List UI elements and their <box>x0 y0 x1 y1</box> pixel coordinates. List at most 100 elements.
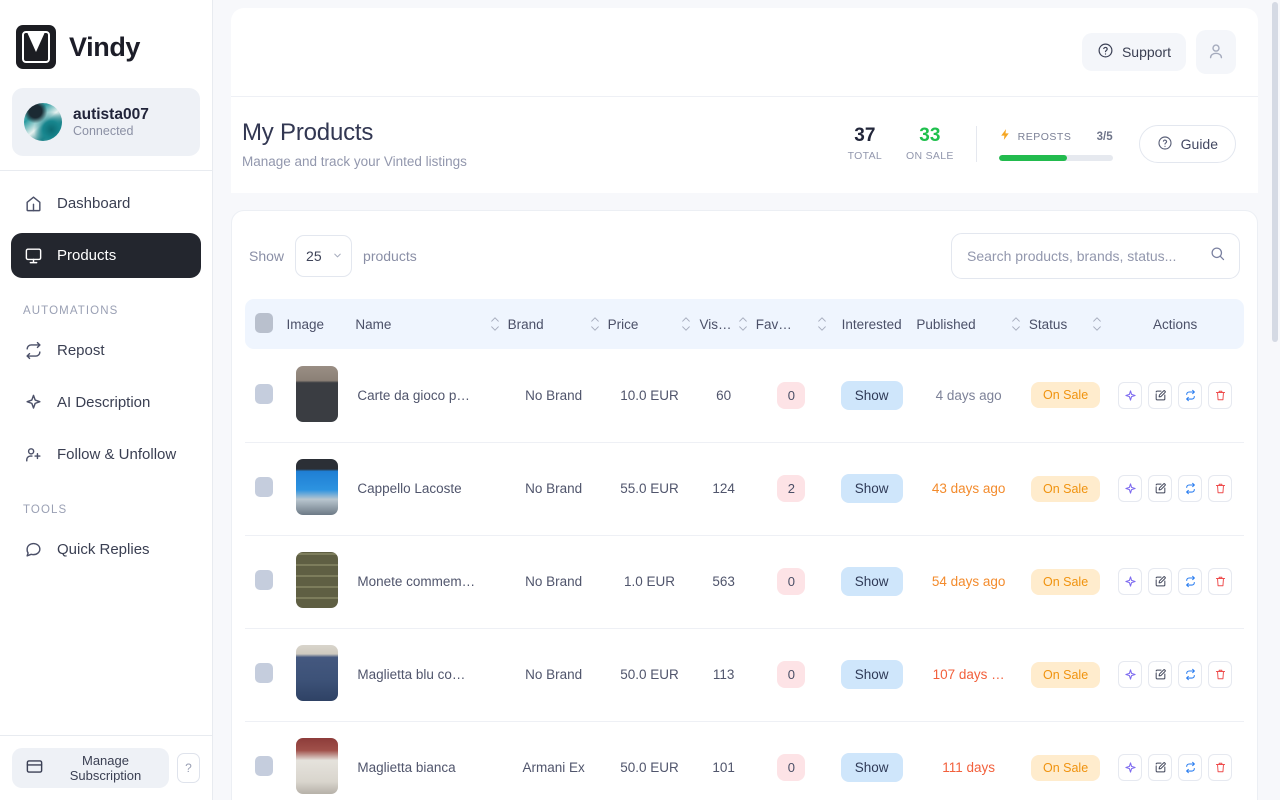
sidebar-item-quick-replies[interactable]: Quick Replies <box>11 527 201 572</box>
support-button[interactable]: Support <box>1081 33 1186 71</box>
status-badge: On Sale <box>1031 754 1101 781</box>
favorites-badge: 2 <box>777 475 806 502</box>
show-interested-button[interactable]: Show <box>840 380 903 410</box>
show-interested-button[interactable]: Show <box>840 567 903 596</box>
table-row[interactable]: Carte da gioco p… No Brand 10.0 EUR 60 0… <box>245 349 1244 443</box>
reposts-count: 3/5 <box>1096 130 1113 143</box>
sidebar-item-label: Quick Replies <box>57 541 150 558</box>
th-views[interactable]: Vis… <box>695 299 752 349</box>
guide-button[interactable]: Guide <box>1138 125 1236 163</box>
sort-icon[interactable] <box>681 316 691 332</box>
table-row[interactable]: Cappello Lacoste No Brand 55.0 EUR 124 2… <box>245 442 1244 536</box>
show-interested-button[interactable]: Show <box>840 753 903 783</box>
stat-group: 37 TOTAL 33 ON SALE <box>848 126 977 162</box>
published-date: 54 days ago <box>931 574 1006 589</box>
row-brand: No Brand <box>503 442 604 536</box>
page-header-stats: 37 TOTAL 33 ON SALE REPOSTS <box>848 125 1236 163</box>
delete-action[interactable] <box>1208 381 1233 409</box>
row-image-cell <box>282 535 352 629</box>
product-thumbnail[interactable] <box>295 738 338 795</box>
product-thumbnail[interactable] <box>295 459 338 515</box>
product-thumbnail[interactable] <box>295 552 338 608</box>
th-published[interactable]: Published <box>912 299 1025 349</box>
sidebar-item-repost[interactable]: Repost <box>11 328 201 373</box>
sidebar-item-dashboard[interactable]: Dashboard <box>11 181 201 226</box>
sort-icon[interactable] <box>1092 316 1102 332</box>
edit-action[interactable] <box>1148 754 1173 782</box>
brand-name: Vindy <box>69 31 141 62</box>
product-thumbnail[interactable] <box>295 645 338 701</box>
manage-subscription-button[interactable]: Manage Subscription <box>12 748 169 788</box>
sort-icon[interactable] <box>590 316 600 332</box>
row-price: 55.0 EUR <box>603 442 696 536</box>
table-row[interactable]: Maglietta bianca Armani Ex 50.0 EUR 101 … <box>245 721 1244 800</box>
table-row[interactable]: Maglietta blu co… No Brand 50.0 EUR 113 … <box>245 628 1244 722</box>
th-favorites[interactable]: Fav… <box>751 299 831 349</box>
delete-action[interactable] <box>1208 568 1233 595</box>
search-icon[interactable] <box>1209 245 1226 267</box>
row-actions-cell <box>1106 721 1244 800</box>
help-button[interactable]: ? <box>177 753 200 783</box>
th-interested-label: Interested <box>841 316 902 332</box>
search-box <box>951 233 1240 279</box>
th-views-label: Vis… <box>699 316 732 332</box>
th-price[interactable]: Price <box>603 299 696 349</box>
row-checkbox[interactable] <box>254 383 273 404</box>
sidebar-item-products[interactable]: Products <box>11 233 201 278</box>
row-status-cell: On Sale <box>1025 721 1106 800</box>
th-brand[interactable]: Brand <box>503 299 604 349</box>
sidebar-item-follow-unfollow[interactable]: Follow & Unfollow <box>11 432 201 477</box>
account-button[interactable] <box>1196 30 1236 74</box>
sort-icon[interactable] <box>817 316 827 332</box>
question-circle-icon <box>1157 135 1173 154</box>
repost-action[interactable] <box>1178 381 1203 409</box>
th-interested[interactable]: Interested <box>830 299 913 349</box>
table-row[interactable]: Monete commem… No Brand 1.0 EUR 563 0 Sh… <box>245 535 1244 629</box>
published-date: 43 days ago <box>931 481 1006 496</box>
status-badge: On Sale <box>1031 568 1101 595</box>
ai-description-action[interactable] <box>1118 661 1143 688</box>
edit-action[interactable] <box>1148 568 1173 595</box>
delete-action[interactable] <box>1208 661 1233 688</box>
edit-action[interactable] <box>1148 475 1173 502</box>
show-suffix-label: products <box>363 248 417 264</box>
sort-icon[interactable] <box>1011 316 1021 332</box>
repost-action[interactable] <box>1178 661 1203 688</box>
th-status[interactable]: Status <box>1024 299 1107 349</box>
page-size-select[interactable]: 25 <box>295 235 353 277</box>
profile-status: Connected <box>73 123 134 138</box>
repost-action[interactable] <box>1178 568 1203 595</box>
row-status-cell: On Sale <box>1024 628 1107 722</box>
edit-action[interactable] <box>1148 661 1173 688</box>
page-scrollbar[interactable] <box>1272 2 1278 342</box>
ai-description-action[interactable] <box>1118 381 1143 409</box>
th-name[interactable]: Name <box>351 299 504 349</box>
sort-icon[interactable] <box>490 316 500 332</box>
row-actions-cell <box>1106 442 1244 536</box>
row-image-cell <box>282 628 352 722</box>
row-status-cell: On Sale <box>1024 535 1107 629</box>
row-checkbox[interactable] <box>254 756 273 777</box>
row-checkbox[interactable] <box>254 477 273 497</box>
search-input[interactable] <box>951 233 1240 279</box>
profile-card[interactable]: autista007 Connected <box>12 88 200 156</box>
sidebar-item-ai-description[interactable]: AI Description <box>11 380 201 425</box>
select-all-checkbox[interactable] <box>254 312 273 333</box>
row-checkbox[interactable] <box>254 570 273 590</box>
sort-icon[interactable] <box>738 316 748 332</box>
row-checkbox[interactable] <box>254 663 273 683</box>
product-thumbnail[interactable] <box>295 365 338 422</box>
show-interested-button[interactable]: Show <box>840 474 903 503</box>
delete-action[interactable] <box>1208 475 1233 502</box>
ai-description-action[interactable] <box>1118 754 1143 782</box>
row-views: 113 <box>695 628 752 722</box>
ai-description-action[interactable] <box>1118 568 1143 595</box>
ai-description-action[interactable] <box>1118 475 1143 502</box>
edit-action[interactable] <box>1148 381 1173 409</box>
repost-action[interactable] <box>1178 754 1203 782</box>
show-interested-button[interactable]: Show <box>840 660 903 689</box>
stat-on-sale-label: ON SALE <box>906 150 954 162</box>
row-views: 101 <box>712 760 735 776</box>
delete-action[interactable] <box>1208 754 1233 782</box>
repost-action[interactable] <box>1178 475 1203 502</box>
